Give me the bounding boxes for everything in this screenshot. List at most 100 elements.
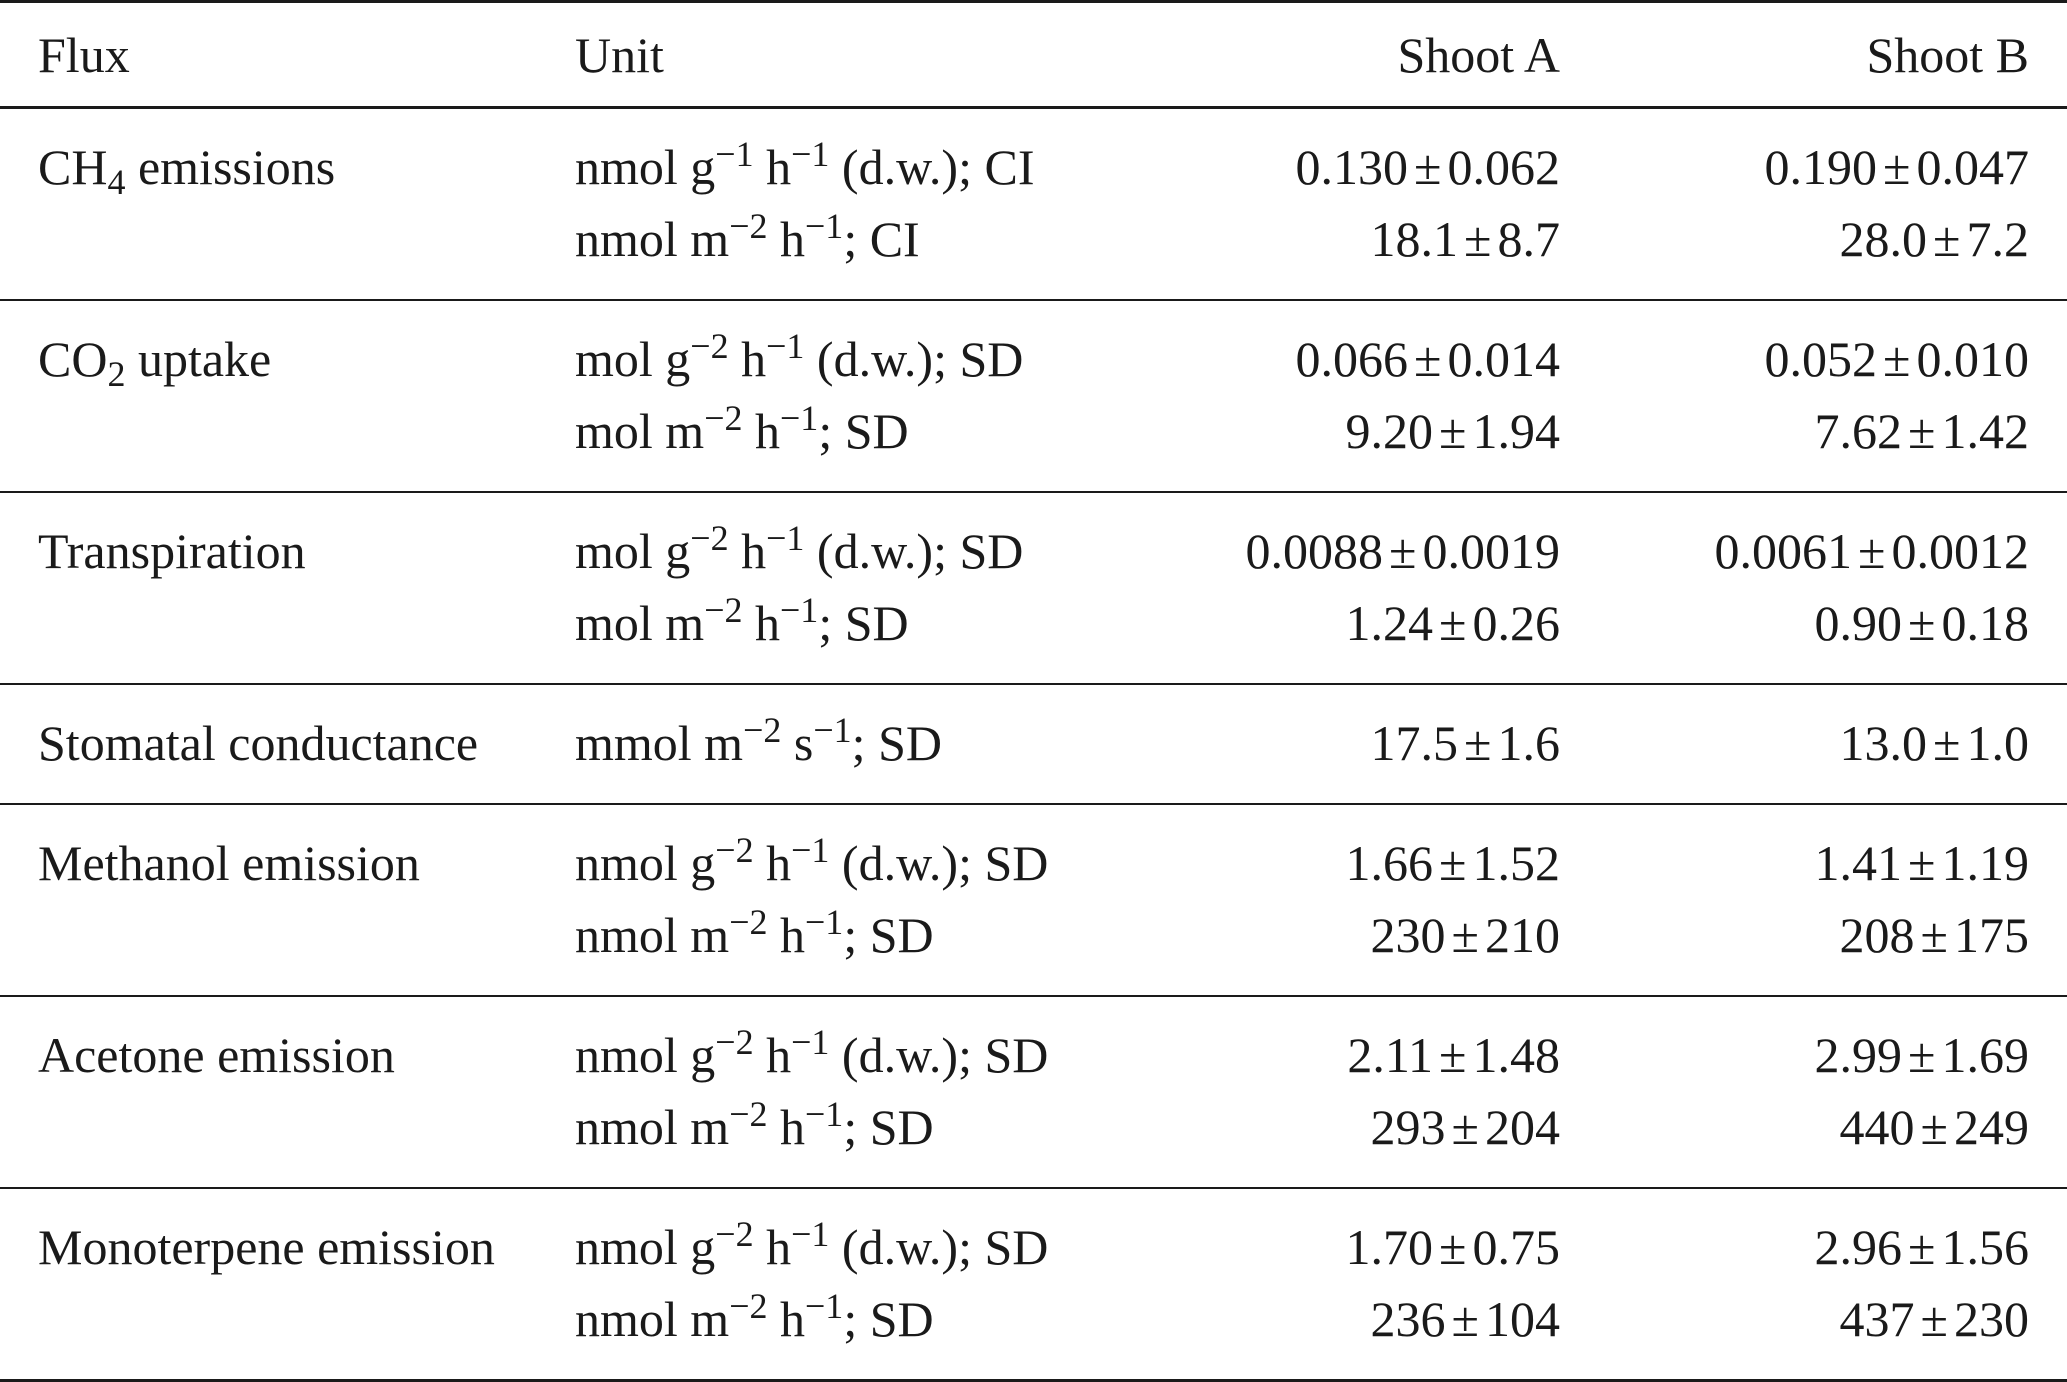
mean-value: 0.0061 <box>1714 523 1853 579</box>
unit-cell: nmol g−1 h−1 (d.w.); CI nmol m−2 h−1; CI <box>575 107 1185 301</box>
plus-minus: ± <box>1439 1027 1467 1083</box>
mean-value: 7.62 <box>1814 403 1903 459</box>
error-value: 230 <box>1954 1291 2029 1347</box>
mean-value: 1.41 <box>1814 835 1903 891</box>
unit-qualifier: ; SD <box>843 1291 934 1347</box>
shoot-b-cell: 1.41 ±1.19 208 ±175 <box>1596 804 2067 997</box>
error-value: 1.69 <box>1941 1027 2030 1083</box>
plus-minus: ± <box>1933 715 1961 771</box>
shoot-b-cell: 0.190 ±0.047 28.0 ±7.2 <box>1596 107 2067 301</box>
unit-base: nmol g <box>575 835 716 891</box>
flux-name: Monoterpene emission <box>38 1211 575 1283</box>
error-value: 1.42 <box>1941 403 2030 459</box>
mean-value: 208 <box>1839 907 1915 963</box>
flux-name-text: Transpiration <box>38 523 306 579</box>
unit-time: h <box>780 1291 805 1347</box>
unit-base: mmol m <box>575 715 744 771</box>
shoot-a-value: 230 ±210 <box>1185 899 1560 971</box>
unit-exponent: −1 <box>780 398 819 438</box>
shoot-a-value: 1.70 ±0.75 <box>1185 1211 1560 1283</box>
unit-base: mol g <box>575 523 691 579</box>
shoot-b-value: 28.0 ±7.2 <box>1596 203 2029 275</box>
table-row: Transpiration mol g−2 h−1 (d.w.); SD mol m… <box>0 492 2067 685</box>
unit-qualifier: (d.w.); SD <box>829 1219 1049 1275</box>
flux-name-text: Monoterpene emission <box>38 1219 495 1275</box>
unit-exponent: −2 <box>729 902 768 942</box>
unit-base: nmol g <box>575 1219 716 1275</box>
plus-minus: ± <box>1858 523 1886 579</box>
unit-cell: nmol g−2 h−1 (d.w.); SD nmol m−2 h−1; SD <box>575 804 1185 997</box>
mean-value: 1.70 <box>1345 1219 1434 1275</box>
unit-line: mol m−2 h−1; SD <box>575 587 1185 659</box>
plus-minus: ± <box>1883 331 1911 387</box>
table-row: Acetone emission nmol g−2 h−1 (d.w.); SD n… <box>0 996 2067 1189</box>
unit-qualifier: (d.w.); SD <box>804 331 1024 387</box>
error-value: 1.56 <box>1941 1219 2030 1275</box>
unit-exponent: −1 <box>766 518 805 558</box>
shoot-b-value: 13.0 ±1.0 <box>1596 707 2029 779</box>
mean-value: 230 <box>1370 907 1446 963</box>
mean-value: 0.066 <box>1295 331 1409 387</box>
shoot-a-value: 17.5 ±1.6 <box>1185 707 1560 779</box>
flux-name-text: CO <box>38 331 108 387</box>
plus-minus: ± <box>1464 211 1492 267</box>
flux-name-cell: Stomatal conductance <box>0 684 575 805</box>
table-body: CH4 emissions nmol g−1 h−1 (d.w.); CI nmol… <box>0 107 2067 1382</box>
mean-value: 0.130 <box>1295 139 1409 195</box>
mean-value: 0.90 <box>1814 595 1903 651</box>
mean-value: 236 <box>1370 1291 1446 1347</box>
flux-name-cell: Monoterpene emission <box>0 1188 575 1382</box>
flux-name-cell: Methanol emission <box>0 804 575 997</box>
shoot-b-cell: 2.96 ±1.56 437 ±230 <box>1596 1188 2067 1382</box>
unit-base: mol g <box>575 331 691 387</box>
mean-value: 2.96 <box>1814 1219 1903 1275</box>
error-value: 204 <box>1485 1099 1560 1155</box>
unit-exponent: −1 <box>805 1286 844 1326</box>
mean-value: 440 <box>1839 1099 1915 1155</box>
table-row: Methanol emission nmol g−2 h−1 (d.w.); SD… <box>0 804 2067 997</box>
flux-name-text: CH <box>38 139 108 195</box>
plus-minus: ± <box>1920 1291 1948 1347</box>
unit-exponent: −2 <box>729 206 768 246</box>
error-value: 210 <box>1485 907 1560 963</box>
unit-exponent: −2 <box>704 398 743 438</box>
flux-name-subscript: 2 <box>107 354 126 394</box>
shoot-a-value: 18.1 ±8.7 <box>1185 203 1560 275</box>
unit-base: nmol m <box>575 907 730 963</box>
error-value: 1.94 <box>1472 403 1561 459</box>
error-value: 1.19 <box>1941 835 2030 891</box>
flux-name: Transpiration <box>38 515 575 587</box>
shoot-a-value: 293 ±204 <box>1185 1091 1560 1163</box>
unit-qualifier: (d.w.); CI <box>829 139 1035 195</box>
error-value: 249 <box>1954 1099 2029 1155</box>
mean-value: 0.052 <box>1764 331 1878 387</box>
header-unit: Unit <box>575 0 1185 109</box>
plus-minus: ± <box>1414 331 1442 387</box>
shoot-a-value: 0.066 ±0.014 <box>1185 323 1560 395</box>
header-row: Flux Unit Shoot A Shoot B <box>0 0 2067 109</box>
error-value: 0.0019 <box>1422 523 1561 579</box>
unit-qualifier: ; SD <box>818 595 909 651</box>
shoot-b-value: 1.41 ±1.19 <box>1596 827 2029 899</box>
unit-time: h <box>766 1219 792 1275</box>
unit-exponent: −2 <box>729 1094 768 1134</box>
unit-base: nmol m <box>575 1291 730 1347</box>
shoot-a-cell: 0.130 ±0.062 18.1 ±8.7 <box>1185 107 1596 301</box>
shoot-a-value: 1.66 ±1.52 <box>1185 827 1560 899</box>
flux-name-cell: Acetone emission <box>0 996 575 1189</box>
unit-line: nmol g−2 h−1 (d.w.); SD <box>575 827 1185 899</box>
unit-line: nmol m−2 h−1; CI <box>575 203 1185 275</box>
error-value: 1.52 <box>1472 835 1561 891</box>
unit-time: h <box>766 1027 792 1083</box>
unit-qualifier: (d.w.); SD <box>829 835 1049 891</box>
flux-name: CH4 emissions <box>38 131 575 203</box>
error-value: 0.18 <box>1941 595 2030 651</box>
unit-qualifier: ; SD <box>843 907 934 963</box>
shoot-b-cell: 0.052 ±0.010 7.62 ±1.42 <box>1596 300 2067 493</box>
unit-base: nmol g <box>575 1027 716 1083</box>
plus-minus: ± <box>1451 1099 1479 1155</box>
error-value: 1.6 <box>1497 715 1561 771</box>
unit-line: nmol g−2 h−1 (d.w.); SD <box>575 1211 1185 1283</box>
plus-minus: ± <box>1920 907 1948 963</box>
